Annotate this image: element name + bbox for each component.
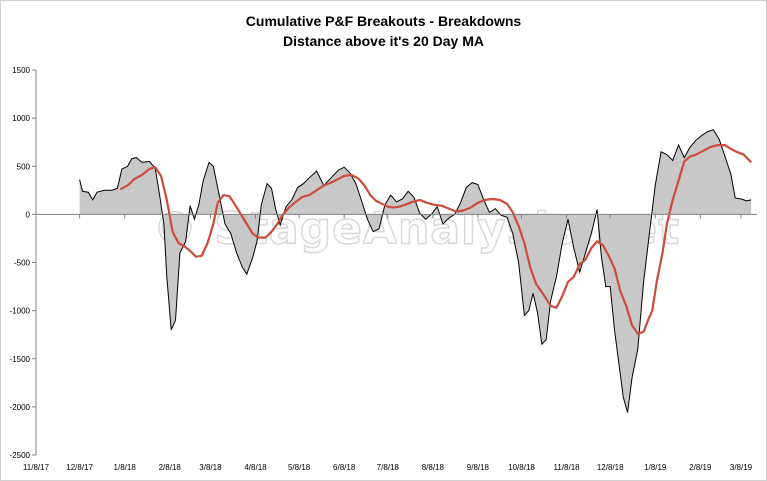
x-tick-label: 6/8/18 — [333, 463, 356, 472]
x-tick-label: 2/8/18 — [159, 463, 182, 472]
x-tick-label: 5/8/18 — [288, 463, 311, 472]
y-tick-label: 500 — [17, 162, 31, 171]
y-tick-label: -2000 — [10, 403, 31, 412]
y-tick-label: 1000 — [12, 114, 30, 123]
y-tick-label: 1500 — [12, 66, 30, 75]
chart-subtitle: Distance above it's 20 Day MA — [283, 33, 484, 49]
x-tick-label: 7/8/18 — [377, 463, 400, 472]
x-tick-label: 12/8/18 — [597, 463, 624, 472]
moving-average-line — [119, 144, 752, 335]
chart-title: Cumulative P&F Breakouts - Breakdowns — [245, 13, 522, 29]
x-tick-label: 8/8/18 — [422, 463, 445, 472]
x-tick-label: 1/8/19 — [644, 463, 667, 472]
x-tick-label: 1/8/18 — [114, 463, 137, 472]
x-tick-label: 4/8/18 — [244, 463, 267, 472]
y-tick-label: -2500 — [10, 451, 31, 460]
x-tick-label: 9/8/18 — [467, 463, 490, 472]
x-tick-label: 12/8/17 — [66, 463, 93, 472]
area-fill — [79, 129, 752, 413]
x-tick-label: 2/8/19 — [689, 463, 712, 472]
x-tick-label: 3/8/19 — [730, 463, 753, 472]
y-tick-label: -1000 — [10, 307, 31, 316]
y-tick-label: -500 — [14, 259, 31, 268]
y-tick-label: 0 — [26, 210, 31, 219]
area-series-line — [79, 129, 752, 413]
x-tick-label: 11/8/18 — [554, 463, 581, 472]
x-tick-label: 10/8/18 — [508, 463, 535, 472]
x-tick-label: 3/8/18 — [199, 463, 222, 472]
x-tick-label: 11/8/17 — [23, 463, 50, 472]
y-tick-label: -1500 — [10, 355, 31, 364]
